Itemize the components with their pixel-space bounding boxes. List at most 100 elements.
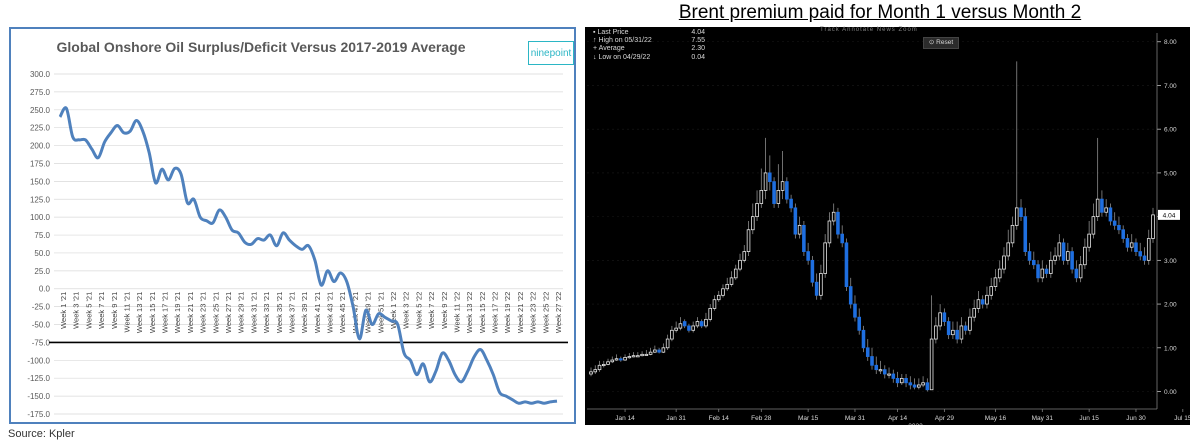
y-tick-label: 275.0 [30, 88, 51, 97]
candle [968, 308, 972, 335]
legend-label: High on 05/31/22 [598, 37, 652, 45]
candle [1108, 203, 1113, 226]
x-tick-label: Week 25 '22 [541, 292, 550, 333]
candle-body [759, 189, 764, 204]
x-tick-label: Week 45 '21 [338, 292, 347, 333]
y-tick-label: -100.0 [27, 356, 50, 365]
x-tick-label: Week 23 '21 [199, 292, 208, 333]
candle [1091, 203, 1096, 239]
candle-body [661, 347, 666, 353]
candle-body [844, 242, 849, 287]
candle [695, 317, 700, 329]
candle [823, 234, 827, 278]
candle-body [640, 353, 644, 357]
y-tick-label: 0.0 [39, 285, 51, 294]
candle-body [619, 358, 623, 361]
candle-body [733, 268, 738, 279]
candle [648, 347, 653, 356]
candle [891, 369, 896, 383]
candle-body [789, 198, 793, 209]
candle-body [751, 216, 755, 231]
high-marker-icon: ↑ [593, 37, 599, 45]
candle [725, 277, 730, 291]
candle-body [670, 329, 674, 340]
candle-body [687, 325, 691, 331]
candle [814, 273, 819, 300]
candle [751, 203, 755, 235]
last-price-tag [1158, 209, 1180, 220]
y-tick-label: 75.0 [34, 231, 50, 240]
candle [963, 321, 968, 335]
x-tick-label: Week 27 '21 [224, 292, 233, 333]
x-tick-label: Week 51 '21 [376, 292, 385, 333]
candle [627, 353, 632, 359]
y-tick-label: 5.00 [1164, 170, 1177, 177]
low-marker-icon: ↓ [593, 53, 599, 61]
candle [827, 212, 832, 248]
candle [980, 295, 985, 309]
candle-body [776, 189, 781, 204]
candle [789, 194, 793, 213]
candle-body [895, 377, 900, 384]
y-tick-label: -50.0 [32, 321, 51, 330]
x-tick-label: Feb 14 [709, 415, 730, 422]
candle-body [848, 286, 853, 305]
candle [593, 365, 598, 375]
candle-body [793, 207, 798, 235]
candle [780, 151, 785, 200]
candle [972, 299, 976, 322]
candle-body [1138, 251, 1143, 257]
candle [993, 269, 998, 291]
candle [759, 168, 764, 208]
x-tick-label: Week 3 '21 [72, 292, 81, 329]
candle-body [878, 369, 883, 372]
candle [819, 264, 823, 300]
candle-body [653, 349, 657, 353]
candle-body [729, 277, 734, 285]
candle [589, 367, 593, 377]
candle-body [1087, 233, 1091, 248]
candle [785, 177, 789, 204]
candle-body [742, 251, 747, 261]
candle-body [648, 351, 653, 355]
candle-body [980, 299, 985, 305]
candle-body [1040, 268, 1045, 279]
candle [844, 238, 849, 291]
candle-body [1057, 242, 1062, 257]
candle [904, 374, 908, 388]
candle [619, 356, 623, 362]
candle [631, 352, 636, 358]
candle-body [1027, 251, 1032, 261]
candle [729, 271, 734, 287]
candle [836, 207, 840, 239]
y-tick-label: 2.00 [1164, 302, 1177, 309]
x-tick-label: Jul 15 [1174, 415, 1190, 422]
candle-body [1104, 207, 1108, 213]
candle [614, 354, 619, 361]
candle-body [631, 355, 636, 358]
candle [640, 351, 644, 357]
candle [831, 203, 836, 226]
x-tick-label: May 31 [1032, 415, 1054, 422]
legend-value: 0.04 [691, 53, 705, 61]
candle-body [1010, 224, 1015, 244]
candle-body [1074, 268, 1079, 279]
candle-body [755, 203, 759, 218]
x-tick-label: Week 11 '22 [452, 292, 461, 333]
left-chart-title: Global Onshore Oil Surplus/Deficit Versu… [56, 39, 466, 55]
candle-body [1108, 207, 1113, 222]
candle [687, 323, 691, 333]
candle [797, 216, 802, 239]
chart-toolbar-tabs[interactable]: Track Annotate News Zoom [820, 27, 918, 33]
right-chart-title: Brent premium paid for Month 1 versus Mo… [678, 2, 1082, 23]
candle [1023, 207, 1028, 256]
candle-body [1078, 264, 1083, 279]
reset-button[interactable]: ⊙ Reset [923, 37, 959, 49]
candle-body [597, 364, 602, 371]
y-tick-label: 100.0 [30, 213, 51, 222]
candle-body [1061, 242, 1066, 261]
y-tick-label: 25.0 [34, 267, 50, 276]
candle-body [929, 338, 934, 391]
candle-body [606, 361, 610, 365]
candle [708, 304, 712, 322]
